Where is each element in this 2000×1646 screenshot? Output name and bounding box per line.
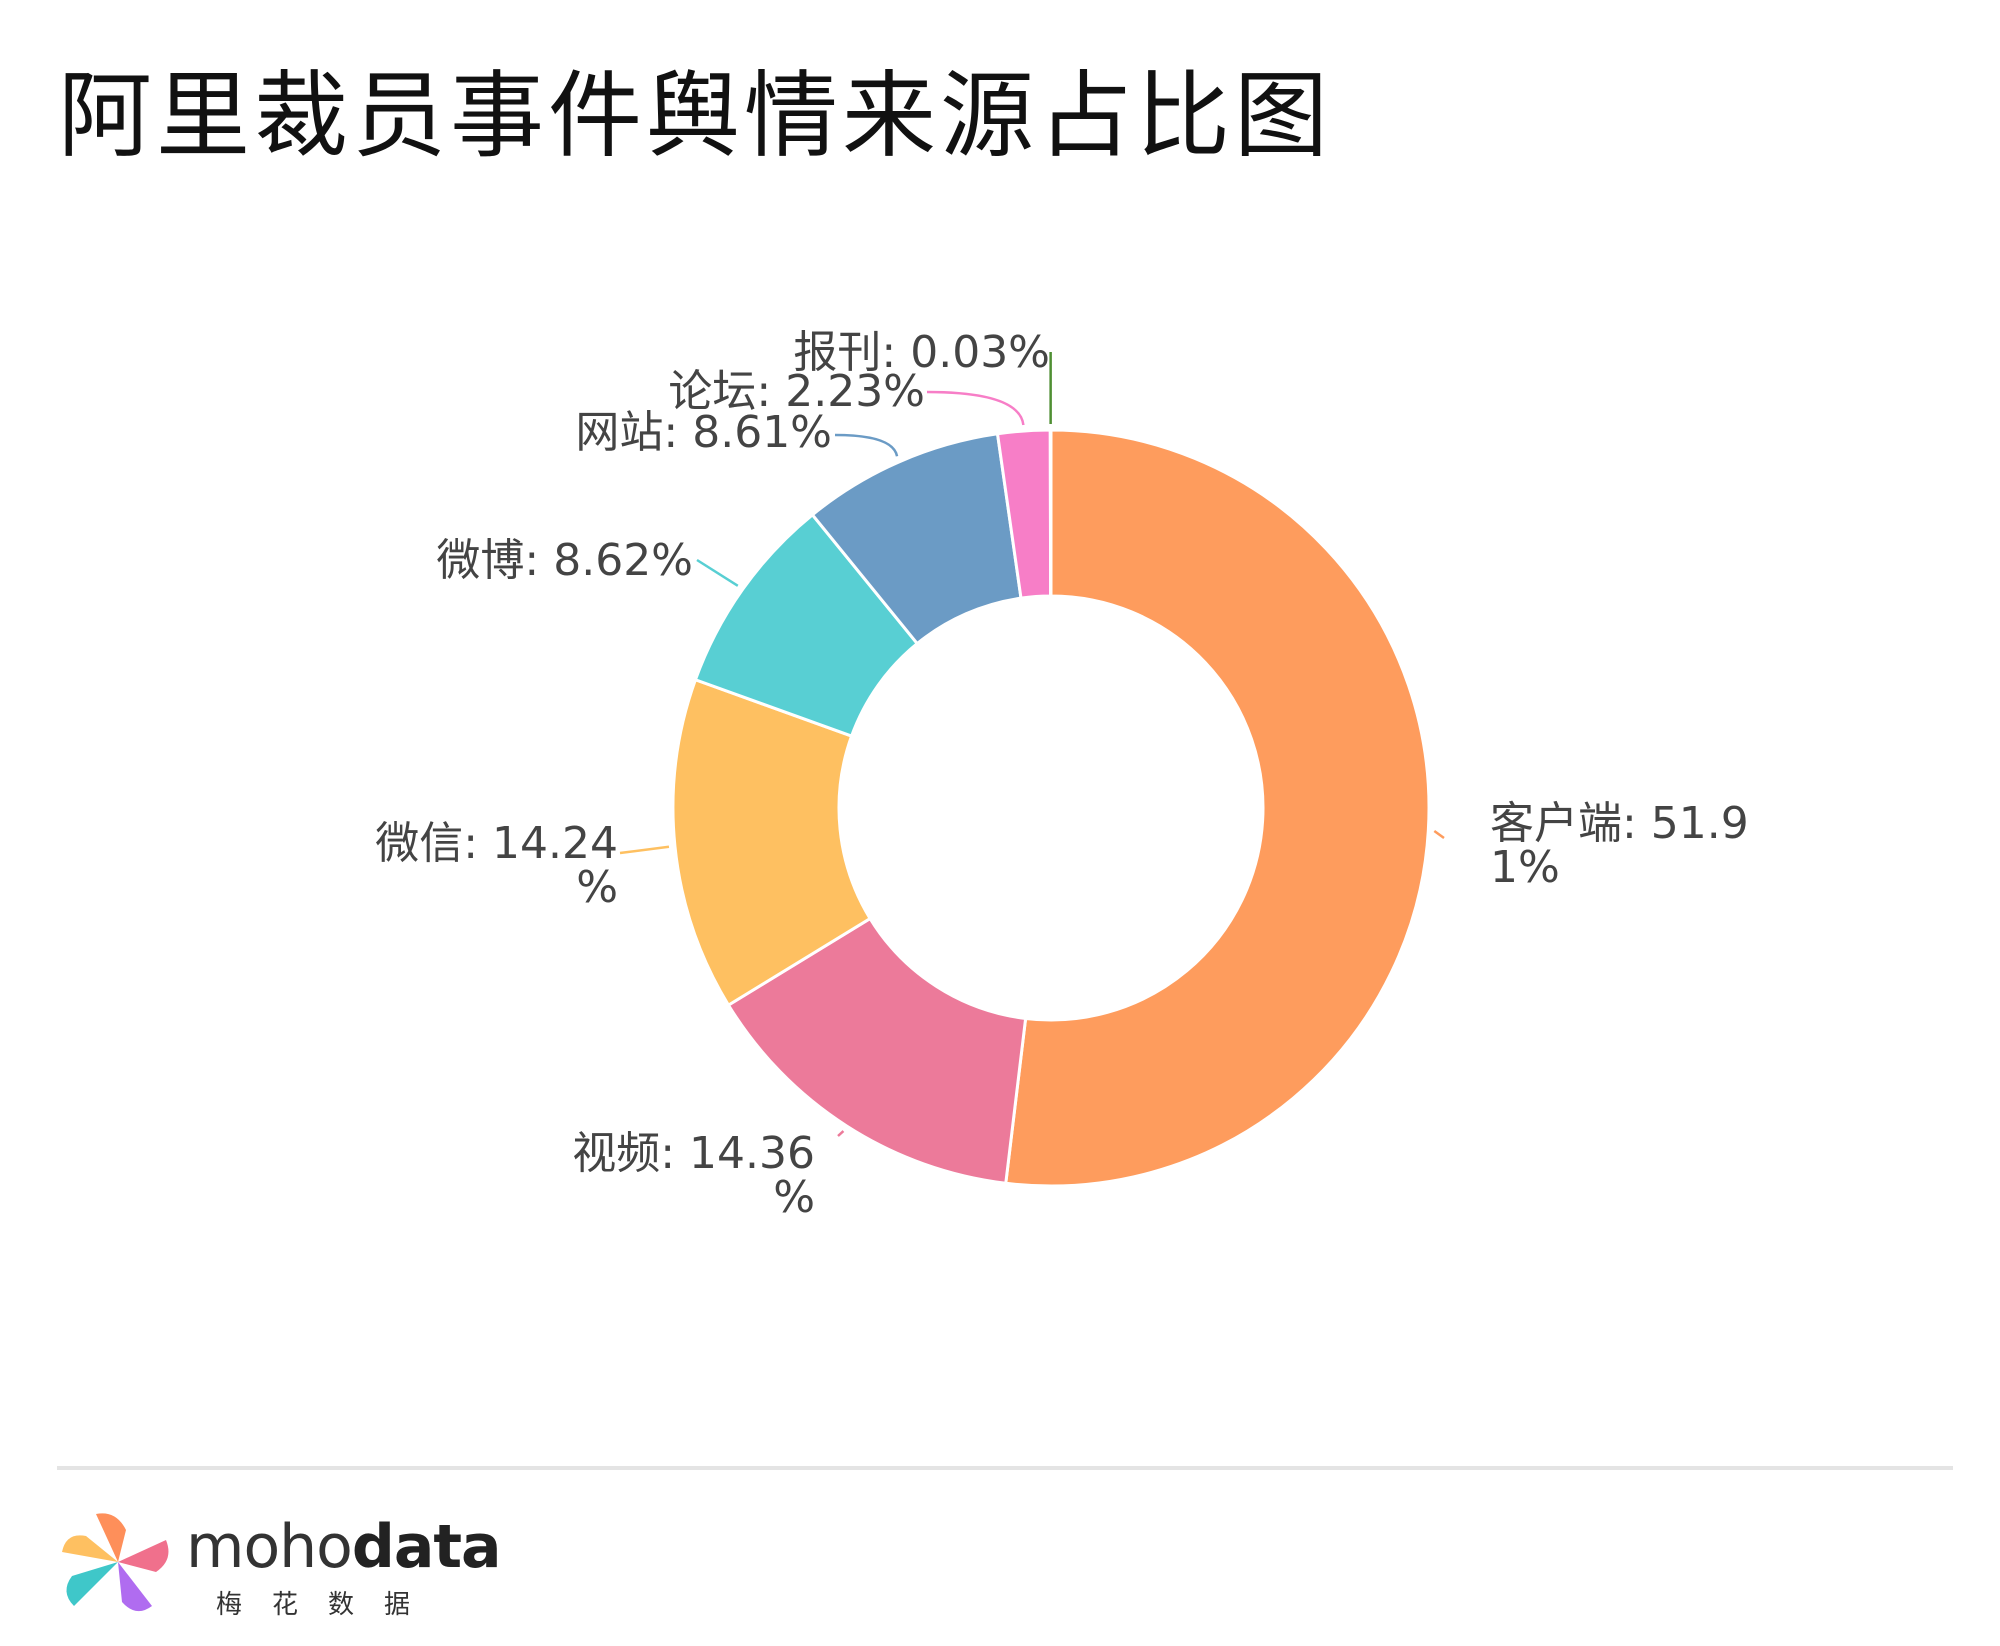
- footer-divider: [57, 1466, 1953, 1470]
- slice-label-客户端: 客户端: 51.9 1%: [1490, 798, 1749, 893]
- slice-label-视频: 视频: 14.36%: [572, 1128, 815, 1223]
- slice-label-报刊: 报刊: 0.03%: [793, 327, 1050, 378]
- slice-labels: 客户端: 51.9 1% 视频: 14.36 % 微信: 14.24 % 微博: 8.62%…: [375, 327, 1749, 1223]
- slice-客户端: [1004, 428, 1431, 1188]
- slice-label-网站: 网站: 8.61%: [575, 407, 832, 458]
- donut-chart: 客户端: 51.9 1% 视频: 14.36 % 微信: 14.24 % 微博: 8.62%…: [375, 327, 1749, 1223]
- donut-slices: [671, 428, 1431, 1188]
- leader-line-网站: [834, 433, 899, 457]
- brand-subtitle: 梅花数据: [216, 1590, 441, 1620]
- slice-label-论坛: 论坛: 2.23%: [668, 366, 925, 417]
- slice-微信: [671, 677, 873, 1008]
- slice-报刊: [1048, 428, 1053, 598]
- leader-line-微博: [696, 558, 739, 587]
- pinwheel-logo-icon: [62, 1513, 169, 1612]
- leader-line-客户端: [1433, 830, 1445, 840]
- label-leader-lines: [619, 352, 1445, 1137]
- leader-line-微信: [619, 845, 670, 855]
- footer-brand: mohodata 梅花数据: [56, 1510, 502, 1630]
- brand-wordmark: mohodata: [186, 1512, 502, 1582]
- chart-title: 阿里裁员事件舆情来源占比图: [58, 62, 1333, 171]
- slice-视频: [726, 916, 1028, 1185]
- slice-label-微信: 微信: 14.24%: [375, 818, 618, 913]
- leader-line-论坛: [926, 390, 1025, 426]
- leader-line-视频: [837, 1130, 845, 1137]
- slice-label-微博: 微博: 8.62%: [436, 535, 693, 586]
